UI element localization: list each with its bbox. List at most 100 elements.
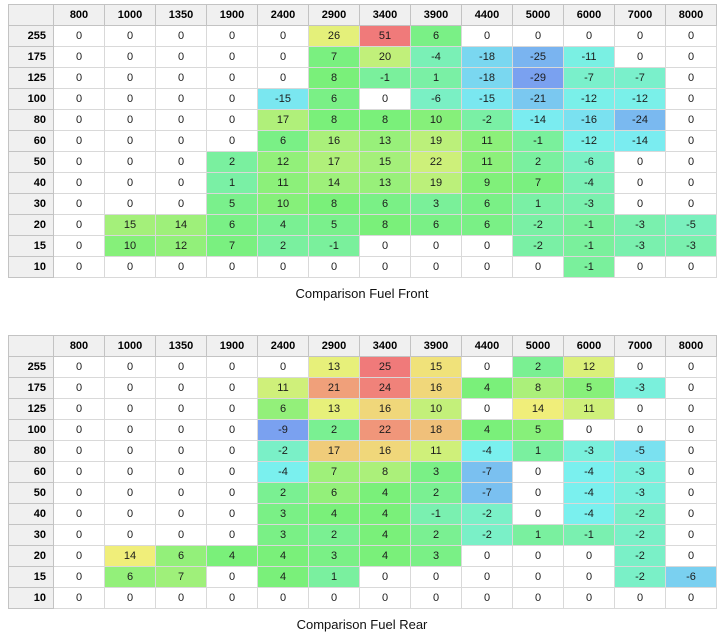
value-cell: -7 — [461, 461, 513, 483]
value-cell: -3 — [614, 377, 666, 399]
value-cell: 6 — [461, 193, 513, 215]
value-cell: 15 — [104, 214, 156, 236]
value-cell: 4 — [257, 214, 309, 236]
value-cell: 0 — [614, 587, 666, 609]
corner-cell — [8, 335, 54, 357]
value-cell: 0 — [257, 25, 309, 47]
table-row: 10 0 0 0 0 0 0 0 0 0 0 0 0 0 — [8, 587, 717, 609]
load-row-header: 175 — [8, 377, 54, 399]
value-cell: 0 — [614, 256, 666, 278]
value-cell: -7 — [614, 67, 666, 89]
rpm-column-header: 4400 — [461, 335, 513, 357]
value-cell: 8 — [359, 109, 411, 131]
value-cell: 0 — [104, 130, 156, 152]
value-cell: 0 — [53, 256, 105, 278]
value-cell: 11 — [461, 130, 513, 152]
table-row: 60 0 0 0 0 6 16 13 19 11 -1 -12 -14 0 — [8, 130, 717, 152]
value-cell: 0 — [104, 256, 156, 278]
value-cell: 4 — [359, 503, 411, 525]
value-cell: 0 — [665, 524, 717, 546]
table-row: 30 0 0 0 0 3 2 4 2 -2 1 -1 -2 0 — [8, 524, 717, 546]
value-cell: -29 — [512, 67, 564, 89]
load-row-header: 30 — [8, 524, 54, 546]
value-cell: 1 — [512, 524, 564, 546]
value-cell: 0 — [155, 151, 207, 173]
value-cell: 18 — [410, 419, 462, 441]
value-cell: 0 — [206, 398, 258, 420]
value-cell: 2 — [257, 235, 309, 257]
value-cell: 0 — [665, 545, 717, 567]
value-cell: 0 — [614, 25, 666, 47]
value-cell: 0 — [206, 419, 258, 441]
value-cell: -4 — [257, 461, 309, 483]
load-row-header: 50 — [8, 482, 54, 504]
value-cell: 10 — [410, 109, 462, 131]
load-row-header: 40 — [8, 503, 54, 525]
value-cell: 7 — [308, 461, 360, 483]
rpm-column-header: 3400 — [359, 335, 411, 357]
value-cell: 51 — [359, 25, 411, 47]
value-cell: 0 — [257, 46, 309, 68]
value-cell: 8 — [359, 214, 411, 236]
value-cell: 10 — [104, 235, 156, 257]
load-row-header: 15 — [8, 235, 54, 257]
value-cell: 6 — [359, 193, 411, 215]
value-cell: -4 — [563, 503, 615, 525]
value-cell: 0 — [206, 88, 258, 110]
value-cell: 0 — [155, 356, 207, 378]
value-cell: 3 — [257, 524, 309, 546]
value-cell: 0 — [665, 151, 717, 173]
value-cell: 0 — [257, 356, 309, 378]
value-cell: 17 — [308, 151, 360, 173]
table-row: 100 0 0 0 0 -9 2 22 18 4 5 0 0 0 — [8, 419, 717, 441]
value-cell: 0 — [53, 356, 105, 378]
table-row: 40 0 0 0 0 3 4 4 -1 -2 0 -4 -2 0 — [8, 503, 717, 525]
value-cell: 12 — [257, 151, 309, 173]
table-row: 15 0 6 7 0 4 1 0 0 0 0 0 -2 -6 — [8, 566, 717, 588]
value-cell: 12 — [563, 356, 615, 378]
column-header-row: 800 1000 1350 1900 2400 2900 3400 3900 4400 5000 6… — [8, 335, 717, 357]
value-cell: 0 — [410, 235, 462, 257]
table-row: 80 0 0 0 0 17 8 8 10 -2 -14 -16 -24 0 — [8, 109, 717, 131]
value-cell: 0 — [53, 587, 105, 609]
value-cell: 6 — [257, 130, 309, 152]
value-cell: 5 — [206, 193, 258, 215]
value-cell: 8 — [359, 461, 411, 483]
value-cell: 0 — [512, 256, 564, 278]
value-cell: 0 — [206, 461, 258, 483]
value-cell: 1 — [512, 440, 564, 462]
value-cell: 14 — [512, 398, 564, 420]
value-cell: 0 — [461, 587, 513, 609]
value-cell: 0 — [512, 566, 564, 588]
value-cell: 0 — [512, 482, 564, 504]
value-cell: 0 — [206, 566, 258, 588]
value-cell: -6 — [665, 566, 717, 588]
rpm-column-header: 800 — [53, 4, 105, 26]
value-cell: -1 — [308, 235, 360, 257]
value-cell: 0 — [155, 25, 207, 47]
value-cell: 0 — [512, 503, 564, 525]
value-cell: 14 — [155, 214, 207, 236]
value-cell: 0 — [461, 398, 513, 420]
load-row-header: 15 — [8, 566, 54, 588]
value-cell: 19 — [410, 130, 462, 152]
value-cell: -5 — [665, 214, 717, 236]
table-row: 15 0 10 12 7 2 -1 0 0 0 -2 -1 -3 -3 — [8, 235, 717, 257]
value-cell: -4 — [410, 46, 462, 68]
value-cell: -11 — [563, 46, 615, 68]
value-cell: 0 — [53, 130, 105, 152]
value-cell: -3 — [614, 214, 666, 236]
value-cell: 0 — [665, 398, 717, 420]
rpm-column-header: 800 — [53, 335, 105, 357]
value-cell: 0 — [665, 193, 717, 215]
value-cell: 1 — [206, 172, 258, 194]
value-cell: -6 — [410, 88, 462, 110]
value-cell: -3 — [614, 461, 666, 483]
value-cell: 0 — [359, 566, 411, 588]
value-cell: 0 — [206, 482, 258, 504]
value-cell: 0 — [665, 356, 717, 378]
rpm-column-header: 3400 — [359, 4, 411, 26]
value-cell: 0 — [665, 419, 717, 441]
value-cell: 0 — [53, 503, 105, 525]
value-cell: 6 — [410, 25, 462, 47]
